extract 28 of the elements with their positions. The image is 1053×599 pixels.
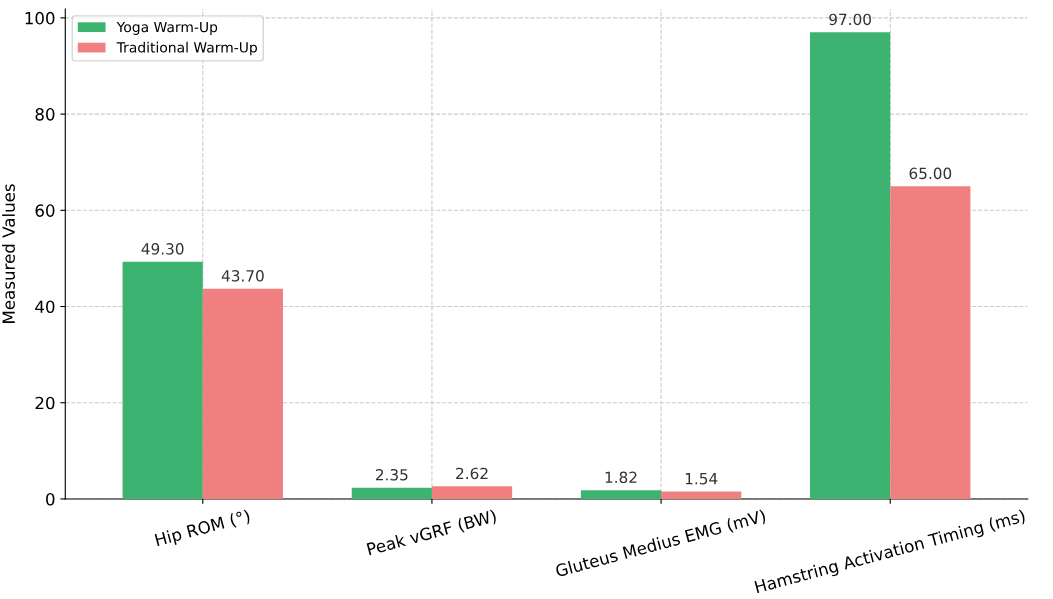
bar bbox=[122, 261, 203, 499]
bar bbox=[890, 186, 971, 499]
data-label: 2.35 bbox=[375, 468, 408, 481]
y-tick-label: 60 bbox=[35, 204, 55, 217]
data-label: 49.30 bbox=[141, 243, 184, 255]
data-label: 1.54 bbox=[685, 473, 718, 485]
data-label: 97.00 bbox=[829, 13, 871, 26]
y-tick-label: 100 bbox=[25, 11, 55, 25]
bar bbox=[351, 487, 432, 499]
data-label: 65.00 bbox=[909, 167, 952, 180]
y-tick-label: 0 bbox=[46, 492, 55, 506]
y-axis-title: Measured Values bbox=[2, 184, 15, 323]
data-label: 1.82 bbox=[605, 471, 637, 484]
data-label: 43.70 bbox=[221, 270, 264, 282]
bar bbox=[431, 486, 513, 499]
y-tick-label: 80 bbox=[35, 108, 55, 121]
y-tick-label: 20 bbox=[35, 396, 55, 410]
bar bbox=[580, 490, 662, 499]
x-tick-label: Gluteus Medius EMG (mV) bbox=[554, 509, 767, 580]
legend-label: Yoga Warm-Up bbox=[116, 21, 218, 35]
bar bbox=[202, 288, 283, 499]
x-tick-label: Peak vGRF (BW) bbox=[366, 509, 498, 558]
y-tick-label: 40 bbox=[35, 300, 55, 314]
bar bbox=[810, 32, 891, 499]
bar bbox=[661, 491, 742, 499]
x-tick-label: Hip ROM (°) bbox=[154, 509, 252, 550]
legend-label: Traditional Warm-Up bbox=[116, 41, 257, 56]
data-label: 2.62 bbox=[456, 467, 488, 480]
